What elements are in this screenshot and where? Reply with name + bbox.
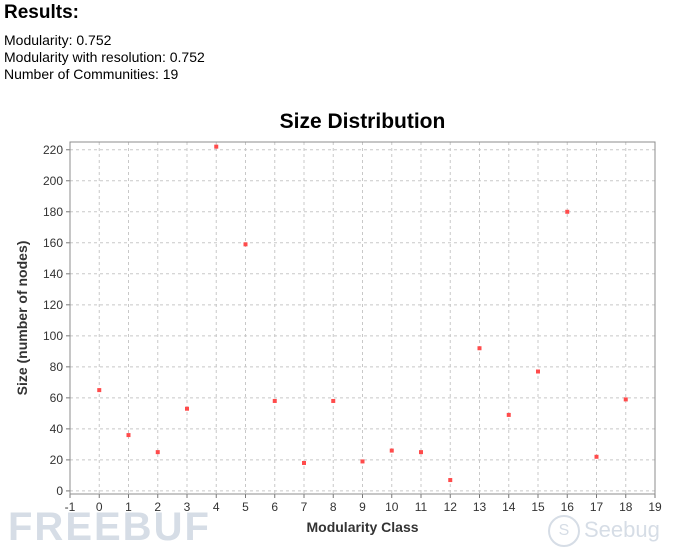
y-tick-label: 0 bbox=[56, 484, 63, 498]
x-tick-label: 15 bbox=[531, 500, 545, 514]
chart-title: Size Distribution bbox=[280, 110, 446, 133]
y-tick-label: 120 bbox=[43, 298, 63, 312]
y-tick-label: 220 bbox=[43, 143, 63, 157]
modularity-resolution-text: Modularity with resolution: 0.752 bbox=[4, 49, 205, 65]
data-point bbox=[506, 412, 511, 417]
modularity-text: Modularity: 0.752 bbox=[4, 32, 112, 48]
x-tick-label: 7 bbox=[301, 500, 308, 514]
data-point bbox=[185, 406, 189, 411]
seebug-watermark: S Seebug bbox=[548, 515, 660, 547]
seebug-watermark-text: Seebug bbox=[584, 516, 660, 542]
data-point bbox=[302, 460, 306, 465]
x-tick-label: 0 bbox=[96, 500, 103, 514]
data-point bbox=[97, 388, 102, 393]
data-point bbox=[448, 478, 453, 483]
y-tick-label: 80 bbox=[50, 360, 64, 374]
data-point bbox=[155, 450, 160, 455]
x-tick-label: 14 bbox=[502, 500, 516, 514]
data-point bbox=[623, 397, 628, 402]
x-tick-label: 10 bbox=[385, 500, 399, 514]
x-tick-label: 18 bbox=[619, 500, 633, 514]
x-tick-label: 8 bbox=[330, 500, 337, 514]
data-point bbox=[565, 209, 570, 214]
data-point bbox=[594, 454, 599, 459]
y-tick-label: 20 bbox=[50, 453, 64, 467]
data-point bbox=[214, 144, 219, 149]
freebuf-watermark-text: FREEBUF bbox=[8, 505, 211, 549]
y-tick-label: 40 bbox=[50, 422, 64, 436]
x-tick-label: 5 bbox=[242, 500, 249, 514]
x-tick-label: 1 bbox=[125, 500, 132, 514]
plot-border bbox=[69, 141, 656, 495]
results-heading: Results: bbox=[4, 2, 79, 23]
x-tick-label: 16 bbox=[561, 500, 575, 514]
y-axis-label: Size (number of nodes) bbox=[14, 241, 30, 396]
data-point bbox=[126, 433, 131, 438]
data-point bbox=[360, 459, 365, 464]
data-point bbox=[243, 242, 248, 247]
seebug-logo-icon: S bbox=[548, 515, 580, 547]
x-tick-label: 6 bbox=[271, 500, 278, 514]
x-axis-label: Modularity Class bbox=[306, 519, 418, 535]
size-distribution-chart: Size Distribution02040608010012014016018… bbox=[14, 110, 662, 535]
data-point bbox=[419, 450, 423, 455]
data-point bbox=[536, 369, 540, 374]
freebuf-watermark: FREEBUF bbox=[8, 505, 211, 550]
x-tick-label: 2 bbox=[154, 500, 161, 514]
x-tick-label: -1 bbox=[65, 500, 76, 514]
x-tick-label: 9 bbox=[359, 500, 366, 514]
data-point bbox=[389, 448, 394, 453]
communities-text: Number of Communities: 19 bbox=[4, 66, 179, 82]
y-tick-label: 200 bbox=[43, 174, 63, 188]
data-point bbox=[272, 398, 277, 403]
x-tick-label: 17 bbox=[590, 500, 604, 514]
data-point bbox=[331, 398, 336, 403]
y-tick-label: 60 bbox=[50, 391, 64, 405]
x-tick-label: 11 bbox=[415, 500, 428, 514]
y-tick-label: 180 bbox=[43, 205, 63, 219]
data-point bbox=[477, 346, 482, 351]
x-tick-label: 13 bbox=[473, 500, 487, 514]
x-tick-label: 12 bbox=[444, 500, 458, 514]
x-tick-label: 3 bbox=[184, 500, 191, 514]
results-panel: Results: Modularity: 0.752 Modularity wi… bbox=[4, 2, 205, 83]
x-tick-label: 19 bbox=[648, 500, 662, 514]
y-tick-label: 140 bbox=[43, 267, 63, 281]
x-tick-label: 4 bbox=[213, 500, 220, 514]
y-tick-label: 160 bbox=[43, 236, 63, 250]
y-tick-label: 100 bbox=[43, 329, 63, 343]
